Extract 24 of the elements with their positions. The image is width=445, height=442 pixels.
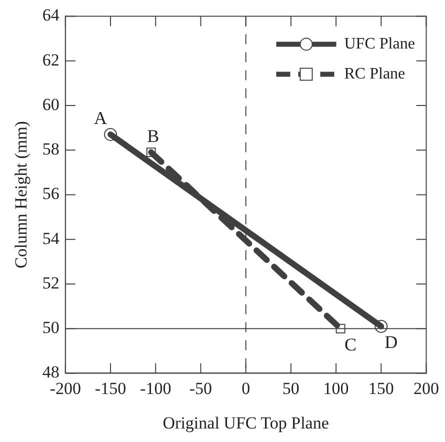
y-tick-label: 64 <box>42 6 60 25</box>
x-tick-label: 50 <box>282 378 300 398</box>
y-axis-title: Column Height (mm) <box>12 121 31 268</box>
x-tick-label: 100 <box>323 378 349 398</box>
x-tick-label: -100 <box>140 378 172 398</box>
y-tick-label: 54 <box>42 228 60 248</box>
y-tick-label: 58 <box>42 140 60 159</box>
annotation: C <box>344 334 357 354</box>
annotation: B <box>147 126 160 146</box>
legend-label: UFC Plane <box>344 35 415 52</box>
x-tick-label: -150 <box>94 378 126 398</box>
y-tick-label: 62 <box>42 50 60 70</box>
y-tick-label: 56 <box>42 184 60 204</box>
legend-label: RC Plane <box>344 65 406 82</box>
x-tick-label: 0 <box>242 378 250 398</box>
x-tick-label: 150 <box>368 378 394 398</box>
annotation: A <box>94 108 108 128</box>
x-tick-label: -50 <box>189 378 212 398</box>
y-tick-label: 50 <box>42 318 60 338</box>
y-tick-label: 52 <box>42 273 60 292</box>
x-tick-label: 200 <box>414 378 439 398</box>
x-axis-title: Original UFC Top Plane <box>162 413 329 432</box>
y-tick-label: 60 <box>42 94 60 114</box>
annotation: D <box>384 332 398 352</box>
